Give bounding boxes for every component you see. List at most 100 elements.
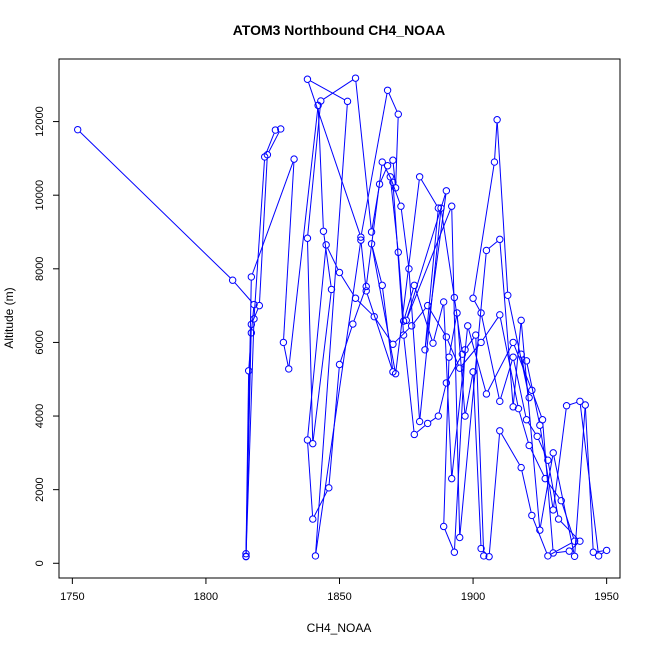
data-point: [399, 317, 408, 325]
data-point: [407, 322, 416, 330]
data-point: [544, 552, 552, 560]
data-point: [450, 293, 459, 302]
series-line-segment: [456, 316, 466, 413]
data-point: [554, 515, 563, 523]
data-point: [570, 537, 579, 545]
data-point: [541, 474, 549, 483]
series-line-segment: [245, 280, 252, 553]
data-point: [445, 353, 453, 361]
series-line-segment: [542, 423, 554, 550]
series-line-segment: [550, 542, 572, 555]
data-point: [367, 240, 376, 248]
data-point: [439, 298, 448, 306]
series-line-segment: [522, 356, 525, 359]
series-line-segment: [288, 108, 319, 366]
series-line-segment: [307, 443, 314, 516]
data-point: [453, 309, 461, 317]
data-point: [303, 75, 312, 83]
data-point: [538, 416, 547, 424]
data-point: [389, 340, 397, 348]
data-point: [415, 417, 424, 426]
data-point: [327, 285, 336, 294]
data-point: [504, 291, 512, 300]
series-line-segment: [546, 481, 560, 499]
x-tick-label: 1850: [327, 591, 351, 603]
data-point: [357, 233, 365, 241]
data-point: [255, 301, 264, 310]
series-line-segment: [501, 433, 520, 465]
series-line-segment: [371, 247, 382, 283]
data-point: [594, 552, 603, 560]
data-point: [415, 173, 424, 181]
data-point: [496, 427, 504, 435]
data-point: [349, 320, 357, 328]
series-line-segment: [475, 338, 485, 553]
series-line-segment: [447, 339, 459, 366]
data-point: [250, 300, 258, 309]
series-line-segment: [340, 275, 355, 296]
data-point: [442, 379, 451, 387]
series-line-segment: [253, 160, 265, 316]
series-line-segment: [353, 289, 366, 321]
data-point: [517, 350, 525, 358]
series-line-segment: [327, 247, 339, 270]
data-point: [247, 329, 256, 337]
series-line-segment: [361, 93, 388, 234]
data-point: [271, 126, 280, 134]
data-point: [522, 357, 531, 365]
series-line-segment: [307, 241, 314, 441]
data-point: [357, 236, 365, 244]
series-line-segment: [527, 422, 536, 434]
series-line-segment: [283, 345, 289, 366]
data-point: [370, 312, 378, 321]
data-point: [517, 316, 525, 325]
data-point: [423, 419, 432, 428]
data-point: [285, 365, 293, 373]
series-line-segment: [444, 529, 454, 550]
data-point: [456, 533, 464, 542]
series-line-segment: [499, 242, 514, 404]
data-point: [496, 235, 504, 244]
series-line-segment: [259, 158, 268, 303]
y-tick-label: 4000: [34, 404, 46, 428]
series-line-segment: [366, 165, 383, 284]
series-line-segment: [392, 163, 396, 185]
series-line-segment: [465, 375, 473, 413]
data-point: [490, 158, 499, 166]
data-point: [394, 248, 402, 256]
data-point: [549, 449, 557, 457]
data-point: [442, 187, 451, 195]
data-point: [602, 546, 611, 555]
data-point: [303, 436, 312, 444]
series-line-segment: [447, 357, 462, 381]
data-point: [319, 227, 328, 235]
data-point: [509, 353, 517, 361]
data-point: [464, 322, 472, 330]
series-line-segment: [571, 543, 578, 550]
series-line-segment: [395, 180, 420, 371]
series-line-segment: [539, 456, 554, 527]
data-point: [469, 294, 477, 302]
data-point: [322, 241, 330, 249]
series-line-segment: [312, 292, 332, 441]
data-point: [557, 497, 565, 505]
data-point: [309, 439, 317, 448]
series-line-segment: [315, 243, 361, 553]
data-point: [528, 511, 536, 520]
data-point: [351, 74, 360, 82]
data-point: [383, 162, 392, 170]
series-line-segment: [251, 307, 255, 330]
plot-frame: [58, 58, 621, 579]
series-line-segment: [323, 234, 332, 287]
series-line-segment: [404, 288, 414, 318]
series-line-segment: [355, 81, 372, 229]
series-line-segment: [429, 308, 445, 335]
data-point: [448, 474, 456, 483]
data-point: [477, 544, 485, 553]
data-point: [423, 301, 432, 310]
data-point: [485, 552, 493, 561]
data-point: [442, 333, 451, 341]
data-point: [525, 441, 533, 450]
series-line-segment: [406, 193, 446, 318]
